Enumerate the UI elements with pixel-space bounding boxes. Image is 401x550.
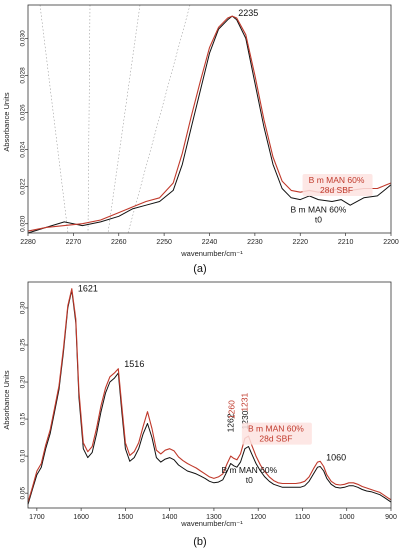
series-line-black — [27, 289, 392, 505]
y-tick-label: 0.024 — [20, 141, 27, 158]
peak-label: 1230 — [240, 410, 250, 429]
x-tick-label: 2260 — [111, 239, 127, 246]
plot-frame — [27, 281, 392, 509]
legend-highlight — [302, 173, 373, 196]
x-tick-label: 1500 — [118, 514, 134, 521]
x-tick-label: 900 — [385, 514, 397, 521]
panel-a-grid — [39, 4, 191, 234]
x-tick-label: 1000 — [339, 514, 355, 521]
x-tick-label: 1300 — [206, 514, 222, 521]
peak-label: 2235 — [238, 8, 258, 18]
panel-b-label: (b) — [193, 536, 206, 548]
legend-label-red: B m MAN 60% — [248, 424, 304, 434]
y-tick-label: 0.10 — [20, 449, 27, 462]
legend-label-black: B m MAN 60% — [221, 465, 277, 475]
y-tick-label: 0.25 — [20, 338, 27, 351]
y-tick-label: 0.028 — [20, 67, 27, 84]
y-tick-label: 0.15 — [20, 412, 27, 425]
grid-line — [39, 4, 69, 234]
panel-b-frame — [27, 281, 392, 509]
legend-label-black: t0 — [315, 215, 322, 225]
peak-label: 1516 — [124, 359, 144, 369]
x-tick-label: 1400 — [162, 514, 178, 521]
y-tick-label: 0.022 — [20, 178, 27, 195]
grid-line — [127, 4, 191, 234]
legend-highlight — [241, 422, 312, 445]
y-tick-label: 0.05 — [20, 486, 27, 499]
panel-a-ylabel: Absorbance Units — [2, 92, 11, 151]
series-line-black — [27, 15, 392, 234]
x-tick-label: 2200 — [383, 239, 399, 246]
peak-label: 1260 — [227, 400, 237, 419]
legend-label-red: B m MAN 60% — [309, 175, 365, 185]
series-line-red — [27, 288, 392, 503]
peak-label: 1262 — [226, 413, 236, 432]
panel-b-ticks: 1700 1600 1500 1400 1300 1200 1100 1000 900 0.05 0… — [20, 301, 397, 521]
x-tick-label: 2210 — [338, 239, 354, 246]
panel-b-series — [27, 288, 392, 505]
y-tick-label: 0.30 — [20, 301, 27, 314]
y-tick-label: 0.026 — [20, 104, 27, 121]
peak-label: 1060 — [326, 453, 346, 463]
x-tick-label: 1200 — [250, 514, 266, 521]
x-tick-label: 1700 — [29, 514, 45, 521]
legend-label-red: 28d SBF — [320, 185, 353, 195]
y-tick-label: 0.20 — [20, 375, 27, 388]
series-line-red — [27, 15, 392, 232]
peak-label: 1231 — [239, 392, 249, 411]
plot-frame — [27, 4, 392, 234]
legend-label-red: 28d SBF — [259, 434, 292, 444]
peak-label: 1621 — [78, 284, 98, 294]
panel-a-series — [27, 15, 392, 234]
x-tick-label: 1600 — [73, 514, 89, 521]
panel-a-frame — [27, 4, 392, 234]
panel-a-ticks: 2280 2270 2260 2250 2240 2230 2220 2210 2200 0.02… — [20, 30, 399, 246]
panel-a-label: (a) — [193, 263, 206, 275]
grid-line — [87, 4, 91, 234]
x-tick-label: 2270 — [66, 239, 82, 246]
grid-line — [107, 4, 141, 234]
x-tick-label: 2250 — [156, 239, 172, 246]
panel-a-chart: 2280 2270 2260 2250 2240 2230 2220 2210 2200 0.02… — [2, 4, 399, 275]
panel-b-xlabel: wavenumber/cm⁻¹ — [180, 519, 243, 528]
panel-a-xlabel: wavenumber/cm⁻¹ — [180, 249, 243, 258]
panel-b-ylabel: Absorbance Units — [2, 370, 11, 429]
x-tick-label: 1100 — [295, 514, 310, 521]
x-tick-label: 2280 — [20, 239, 36, 246]
y-tick-label: 0.030 — [20, 30, 27, 47]
legend-label-black: t0 — [246, 475, 253, 485]
x-tick-label: 2240 — [202, 239, 218, 246]
x-tick-label: 2220 — [292, 239, 308, 246]
x-tick-label: 2230 — [247, 239, 263, 246]
legend-label-black: B m MAN 60% — [291, 205, 347, 215]
panel-b-chart: 1700 1600 1500 1400 1300 1200 1100 1000 900 0.05 0… — [2, 281, 397, 548]
y-tick-label: 0.020 — [20, 215, 27, 232]
